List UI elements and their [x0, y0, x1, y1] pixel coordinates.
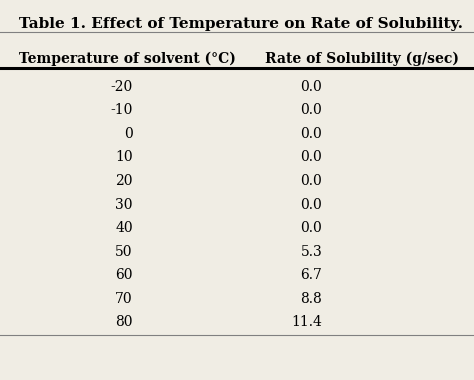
Text: Rate of Solubility (g/sec): Rate of Solubility (g/sec) [265, 51, 459, 66]
Text: 60: 60 [115, 268, 133, 282]
Text: 0: 0 [124, 127, 133, 141]
Text: 5.3: 5.3 [301, 245, 322, 259]
Text: 8.8: 8.8 [301, 292, 322, 306]
Text: 70: 70 [115, 292, 133, 306]
Text: 0.0: 0.0 [301, 174, 322, 188]
Text: 80: 80 [115, 315, 133, 329]
Text: 0.0: 0.0 [301, 198, 322, 212]
Text: Temperature of solvent (°C): Temperature of solvent (°C) [19, 51, 236, 66]
Text: 6.7: 6.7 [301, 268, 322, 282]
Text: 50: 50 [115, 245, 133, 259]
Text: -20: -20 [110, 80, 133, 94]
Text: 0.0: 0.0 [301, 103, 322, 117]
Text: -10: -10 [110, 103, 133, 117]
Text: 40: 40 [115, 221, 133, 235]
Text: 0.0: 0.0 [301, 127, 322, 141]
Text: 10: 10 [115, 150, 133, 165]
Text: 30: 30 [115, 198, 133, 212]
Text: Table 1. Effect of Temperature on Rate of Solubility.: Table 1. Effect of Temperature on Rate o… [19, 17, 463, 31]
Text: 11.4: 11.4 [292, 315, 322, 329]
Text: 0.0: 0.0 [301, 80, 322, 94]
Text: 20: 20 [115, 174, 133, 188]
Text: 0.0: 0.0 [301, 221, 322, 235]
Text: 0.0: 0.0 [301, 150, 322, 165]
